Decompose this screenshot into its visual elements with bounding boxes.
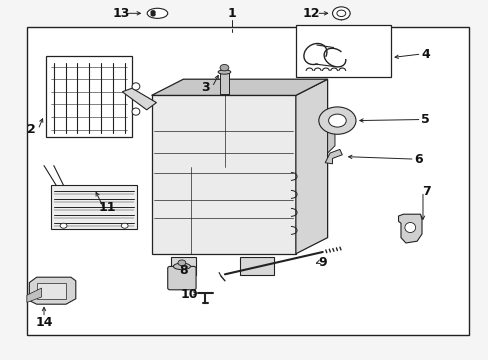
Circle shape bbox=[318, 107, 355, 134]
Polygon shape bbox=[37, 283, 66, 299]
Text: 7: 7 bbox=[421, 185, 430, 198]
Bar bbox=[51, 185, 137, 229]
Polygon shape bbox=[29, 277, 76, 304]
Text: 3: 3 bbox=[201, 81, 209, 94]
Ellipse shape bbox=[173, 263, 190, 270]
Circle shape bbox=[121, 223, 128, 228]
Bar bbox=[27, 27, 468, 335]
Ellipse shape bbox=[147, 8, 167, 18]
Text: 1: 1 bbox=[227, 7, 236, 20]
Polygon shape bbox=[27, 288, 41, 302]
Ellipse shape bbox=[132, 108, 140, 115]
Text: 4: 4 bbox=[420, 48, 429, 60]
Text: 11: 11 bbox=[99, 201, 116, 214]
FancyBboxPatch shape bbox=[167, 266, 196, 290]
Text: 10: 10 bbox=[181, 288, 198, 301]
Polygon shape bbox=[325, 149, 342, 164]
Text: 14: 14 bbox=[35, 316, 53, 329]
Ellipse shape bbox=[132, 83, 140, 90]
Text: 2: 2 bbox=[27, 123, 36, 136]
Circle shape bbox=[220, 64, 228, 71]
Circle shape bbox=[151, 13, 155, 16]
Bar bbox=[295, 25, 390, 77]
Text: 12: 12 bbox=[302, 7, 319, 20]
Polygon shape bbox=[239, 257, 273, 275]
Text: 9: 9 bbox=[318, 256, 326, 269]
Polygon shape bbox=[122, 88, 156, 110]
Polygon shape bbox=[398, 214, 421, 243]
Polygon shape bbox=[151, 79, 327, 95]
Bar bbox=[46, 56, 132, 137]
Ellipse shape bbox=[404, 222, 415, 233]
Bar bbox=[151, 95, 295, 254]
Bar bbox=[220, 72, 228, 94]
Text: 5: 5 bbox=[420, 113, 429, 126]
Polygon shape bbox=[171, 257, 195, 275]
Circle shape bbox=[332, 7, 349, 20]
Circle shape bbox=[328, 114, 346, 127]
Circle shape bbox=[151, 11, 155, 14]
Polygon shape bbox=[295, 79, 327, 254]
Circle shape bbox=[60, 223, 67, 228]
Text: 8: 8 bbox=[179, 264, 187, 277]
Circle shape bbox=[178, 260, 185, 266]
Text: 6: 6 bbox=[413, 153, 422, 166]
Text: 13: 13 bbox=[112, 7, 130, 20]
Ellipse shape bbox=[218, 70, 230, 74]
Polygon shape bbox=[327, 124, 334, 153]
